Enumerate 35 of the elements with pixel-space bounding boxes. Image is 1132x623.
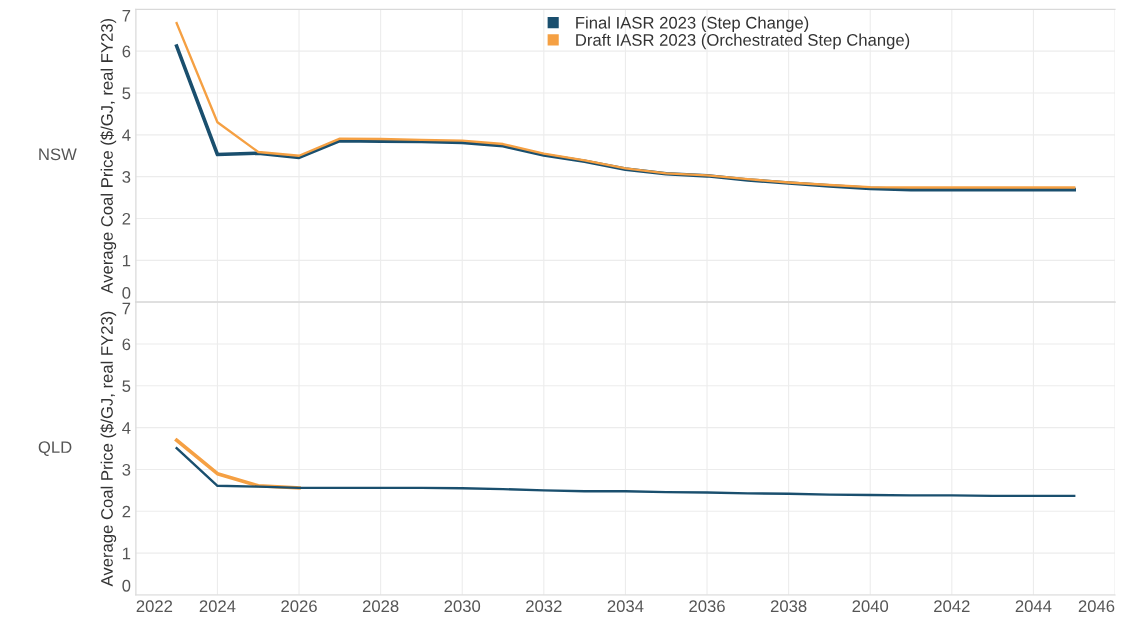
y-tick-label: 1 [122,547,131,560]
x-tick-label: 2024 [199,600,236,613]
x-tick-label: 2044 [1015,600,1052,613]
y-tick-label: 0 [122,579,131,592]
x-tick-label: 2036 [689,600,725,613]
y-tick-label: 5 [122,380,131,393]
legend-label: Draft IASR 2023 (Orchestrated Step Change) [576,33,910,50]
y-tick-label: 6 [122,45,131,58]
x-tick-label: 2038 [770,600,807,613]
y-axis-title: Average Coal Price ($/GJ, real FY23) [100,311,117,587]
y-tick-label: 3 [122,171,131,183]
legend-label: Final IASR 2023 (Step Change) [576,16,809,32]
x-tick-label: 2026 [281,600,317,613]
y-axis-title: Average Coal Price ($/GJ, real FY23) [100,18,117,294]
y-tick-label: 2 [122,505,131,518]
x-tick-label: 2030 [444,600,481,613]
x-tick-label: 2028 [362,600,399,613]
y-tick-label: 4 [122,422,131,434]
y-tick-label: 1 [122,254,131,267]
x-tick-label: 2022 [136,600,173,613]
y-tick-label: 6 [122,338,131,351]
y-tick-label: 7 [122,9,131,22]
x-tick-label: 2046 [1078,600,1115,613]
y-tick-label: 3 [122,463,131,476]
y-tick-label: 0 [122,287,131,299]
x-tick-label: 2032 [526,600,562,613]
x-tick-label: 2042 [934,600,970,613]
y-tick-label: 7 [122,302,131,315]
y-tick-label: 4 [122,129,131,141]
y-tick-label: 2 [122,212,131,225]
x-tick-label: 2040 [852,600,889,613]
y-tick-label: 5 [122,87,131,100]
x-tick-label: 2034 [607,600,644,613]
text: NSW [39,148,77,161]
text: QLD [38,441,72,457]
